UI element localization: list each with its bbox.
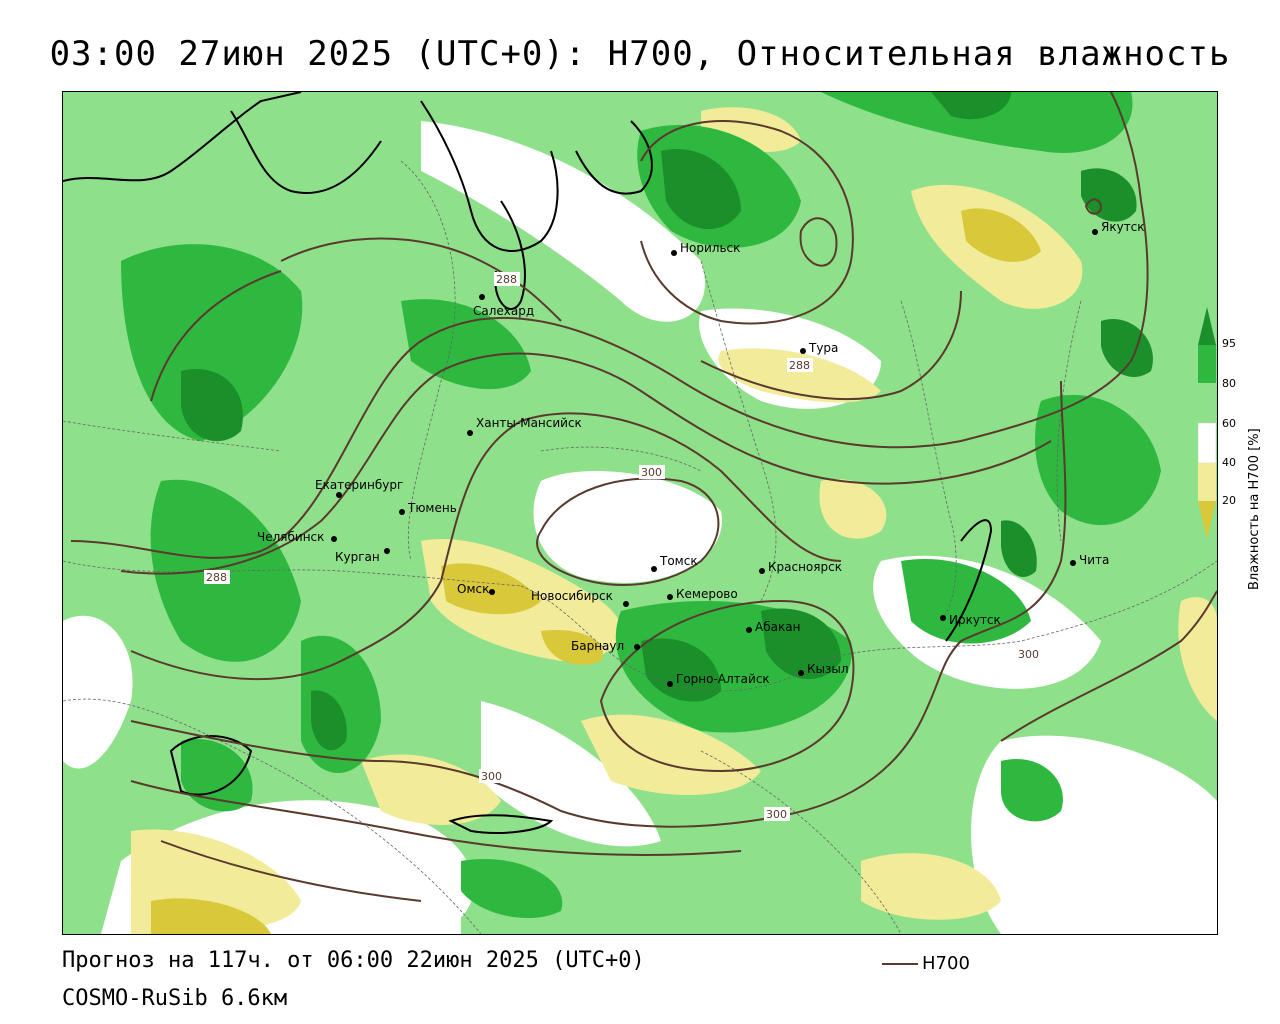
colorbar-20-40 (1198, 463, 1216, 501)
coastlines (63, 92, 993, 834)
contour-label: 288 (206, 571, 227, 584)
colorbar-top-arrow (1198, 307, 1216, 345)
map-panel: 288 288 288 300 300 300 300 Якутск Норил… (62, 91, 1218, 935)
contour-label: 288 (789, 359, 810, 372)
colorbar-title: Влажность на H700 [%] (1247, 428, 1262, 590)
colorbar-60-80 (1198, 383, 1216, 423)
colorbar-tick: 60 (1222, 417, 1236, 430)
city-label: Иркутск (949, 613, 1001, 627)
contour-legend: H700 (882, 953, 970, 974)
city-label: Челябинск (257, 530, 324, 544)
city-label: Якутск (1101, 220, 1145, 234)
city-label: Норильск (680, 241, 740, 255)
colorbar-bottom-arrow (1198, 501, 1216, 539)
city-label: Тура (808, 341, 838, 355)
humidity-zone-below-20 (151, 208, 1041, 934)
city-label: Красноярск (768, 560, 842, 574)
contour-label: 300 (1018, 648, 1039, 661)
colorbar (1198, 307, 1216, 539)
city-label: Горно-Алтайск (676, 672, 770, 686)
city-label: Курган (335, 550, 380, 564)
colorbar-tick: 20 (1222, 494, 1236, 507)
contour-label: 300 (481, 770, 502, 783)
colorbar-tick: 80 (1222, 377, 1236, 390)
contour-label: 300 (766, 808, 787, 821)
colorbar-tick: 95 (1222, 337, 1236, 350)
h700-contours (70, 92, 1217, 902)
city-label: Абакан (755, 620, 800, 634)
city-label: Омск (457, 582, 489, 596)
colorbar-40-60 (1198, 422, 1216, 464)
model-name: COSMO-RuSib 6.6км (62, 986, 288, 1011)
city-label: Барнаул (571, 639, 624, 653)
city-label: Салехард (473, 304, 534, 318)
contour-label: 300 (641, 466, 662, 479)
city-label: Кемерово (676, 587, 738, 601)
map-title: 03:00 27июн 2025 (UTC+0): H700, Относите… (49, 34, 1231, 74)
colorbar-tick: 40 (1222, 456, 1236, 469)
city-label: Чита (1079, 553, 1109, 567)
city-label: Ханты-Мансийск (476, 416, 582, 430)
contour-legend-label: H700 (922, 953, 970, 974)
city-label: Новосибирск (531, 589, 613, 603)
humidity-map: 288 288 288 300 300 300 300 Якутск Норил… (63, 92, 1217, 934)
contour-label: 288 (496, 273, 517, 286)
contour-labels: 288 288 288 300 300 300 300 (204, 272, 1042, 821)
colorbar-80-95 (1198, 345, 1216, 383)
city-label: Екатеринбург (315, 478, 403, 492)
city-label: Томск (659, 554, 698, 568)
city-label: Кызыл (807, 662, 849, 676)
forecast-info: Прогноз на 117ч. от 06:00 22июн 2025 (UT… (62, 948, 645, 973)
city-markers: Якутск Норильск Салехард Тура Ханты-Манс… (257, 220, 1145, 687)
city-label: Тюмень (407, 501, 457, 515)
contour-legend-swatch (882, 962, 918, 965)
humidity-zone-60-80 (121, 92, 1161, 919)
region-borders (63, 160, 1217, 934)
